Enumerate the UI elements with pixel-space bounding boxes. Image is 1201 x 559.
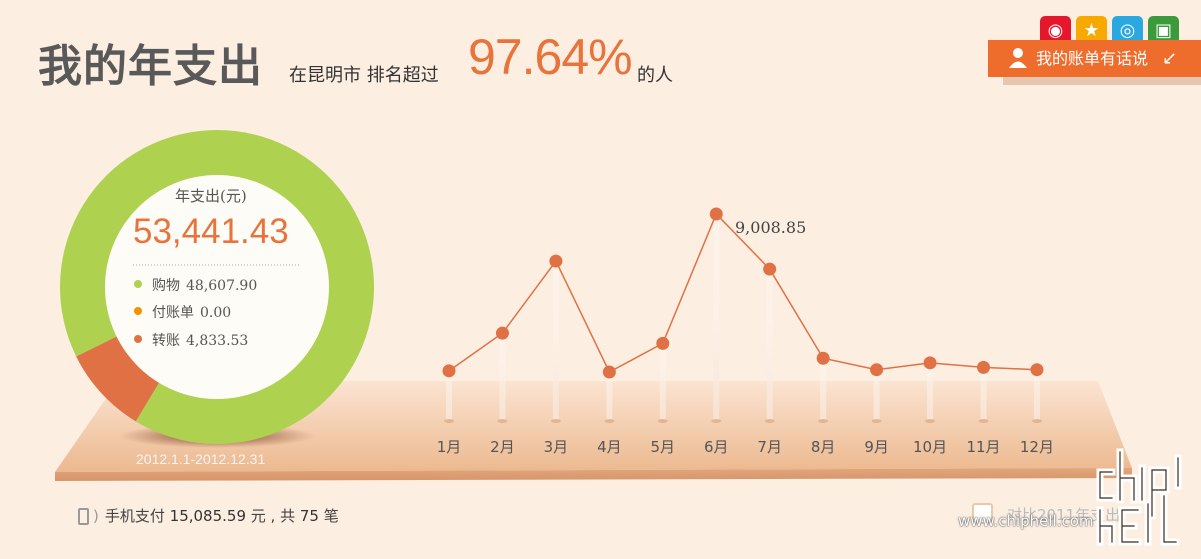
- date-range: 2012.1.1-2012.12.31: [136, 451, 266, 467]
- data-point-10[interactable]: [923, 356, 937, 370]
- rank-suffix: 的人: [637, 65, 673, 86]
- data-point-8[interactable]: [816, 351, 830, 365]
- stem-base: [871, 419, 882, 423]
- legend-value: 4,833.53: [186, 333, 249, 349]
- month-label: 3月: [543, 438, 569, 456]
- stem-base: [657, 419, 668, 423]
- data-point-11[interactable]: [977, 360, 990, 374]
- month-label: 4月: [597, 438, 622, 456]
- stem-base: [444, 419, 454, 423]
- rank-percentile: 97.64%: [468, 29, 633, 85]
- chiphell-logo: [1096, 448, 1182, 546]
- value-stem: [446, 370, 452, 420]
- month-label: 2月: [490, 438, 515, 456]
- legend-name: 付账单: [152, 305, 194, 321]
- legend-dot: [134, 307, 142, 315]
- mobile-count-unit: 笔: [323, 507, 339, 525]
- platform-top: [55, 381, 1132, 472]
- mobile-count: 75: [299, 507, 319, 525]
- data-point-4[interactable]: [602, 365, 616, 379]
- stem-base: [497, 419, 508, 423]
- value-stem: [552, 261, 559, 420]
- data-point-7[interactable]: [763, 262, 777, 276]
- compare-label: 对比2011年支出: [1007, 506, 1121, 524]
- month-label: 8月: [810, 438, 836, 456]
- value-stem: [606, 371, 613, 420]
- legend-name: 转账: [152, 333, 180, 349]
- donut-inner: [105, 175, 329, 399]
- stem-base: [604, 419, 615, 423]
- stem-base: [1031, 419, 1042, 423]
- page-title: 我的年支出: [38, 41, 263, 92]
- bill-button-shadow: [1003, 77, 1201, 85]
- mobile-amount: 15,085.59: [169, 507, 246, 525]
- bill-button-label: 我的账单有话说: [1036, 49, 1149, 68]
- stem-base: [711, 419, 722, 423]
- legend-value: 48,607.90: [186, 278, 258, 294]
- platform-front: [55, 468, 1132, 481]
- month-label: 1月: [436, 438, 462, 456]
- legend-name: 购物: [152, 278, 180, 294]
- value-stem: [980, 367, 987, 420]
- month-label: 12月: [1019, 438, 1054, 456]
- mobile-payment-summary: ) 手机支付 15,085.59 元 , 共 75 笔: [78, 505, 339, 526]
- data-point-3[interactable]: [549, 254, 563, 268]
- stem-base: [764, 419, 775, 423]
- stem-base: [925, 419, 936, 423]
- phone-icon: [78, 508, 89, 525]
- signal-icon: ): [93, 507, 99, 525]
- data-point-9[interactable]: [870, 363, 884, 377]
- arrow-down-left-icon: ↙: [1162, 48, 1178, 69]
- compare-2011-toggle[interactable]: 对比2011年支出: [972, 503, 1120, 525]
- data-point-6[interactable]: [709, 207, 723, 221]
- user-icon: [1009, 48, 1027, 68]
- mobile-label: 手机支付: [104, 507, 165, 525]
- value-stem: [1033, 369, 1040, 420]
- month-label: 10月: [913, 438, 948, 456]
- data-point-2[interactable]: [495, 326, 509, 340]
- value-stem: [499, 333, 506, 420]
- rank-prefix: 在昆明市 排名超过: [289, 65, 439, 86]
- mobile-unit: 元 , 共: [250, 507, 296, 525]
- stem-base: [818, 419, 829, 423]
- month-label: 11月: [966, 438, 1001, 456]
- legend-dot: [134, 280, 142, 288]
- value-stem: [766, 269, 773, 420]
- monthly-line-chart: [442, 207, 1044, 423]
- value-stem: [927, 362, 934, 420]
- month-label: 7月: [757, 438, 782, 456]
- legend-shopping: 购物 48,607.90: [134, 275, 257, 295]
- stem-base: [550, 419, 561, 423]
- value-stem: [820, 358, 827, 420]
- watermark-url: www.chiphell.com: [958, 512, 1094, 530]
- month-label: 5月: [650, 438, 676, 456]
- month-label: 9月: [864, 438, 889, 456]
- value-stem: [873, 369, 880, 420]
- legend-transfer: 转账 4,833.53: [134, 330, 248, 350]
- legend-dot: [134, 335, 142, 343]
- annual-expense-label: 年支出(元): [175, 187, 247, 205]
- series-line: [448, 212, 1037, 374]
- annual-expense-total: 53,441.43: [133, 212, 289, 251]
- data-point-12[interactable]: [1030, 363, 1044, 377]
- legend-value: 0.00: [200, 305, 232, 321]
- data-point-1[interactable]: [442, 364, 456, 378]
- month-label: 6月: [703, 438, 729, 456]
- compare-checkbox[interactable]: [972, 503, 993, 524]
- bill-comment-button[interactable]: 我的账单有话说 ↙: [988, 40, 1201, 77]
- value-stem: [713, 214, 720, 420]
- stem-base: [978, 419, 989, 423]
- value-stem: [659, 343, 666, 420]
- legend-bills: 付账单 0.00: [134, 302, 231, 322]
- peak-value-label: 9,008.85: [735, 218, 807, 237]
- data-point-5[interactable]: [656, 336, 670, 350]
